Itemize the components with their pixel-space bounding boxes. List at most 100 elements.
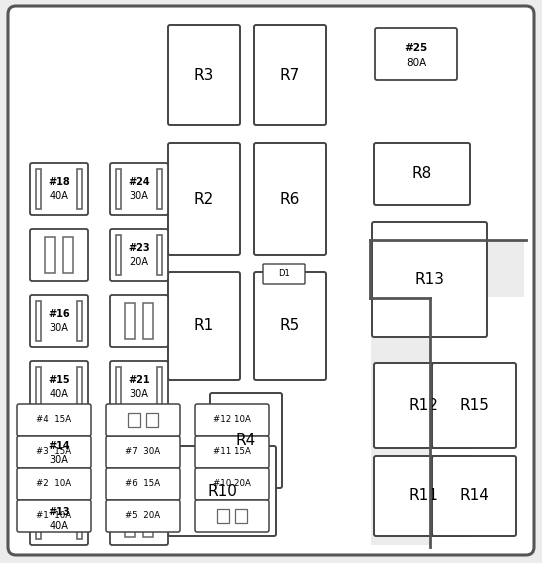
Text: 80A: 80A xyxy=(406,59,426,68)
FancyBboxPatch shape xyxy=(168,25,240,125)
FancyBboxPatch shape xyxy=(432,363,516,448)
Text: #15: #15 xyxy=(48,375,70,385)
Text: R13: R13 xyxy=(415,272,444,287)
FancyBboxPatch shape xyxy=(110,295,168,347)
Bar xyxy=(235,509,247,523)
Text: #16: #16 xyxy=(48,309,70,319)
Bar xyxy=(143,303,153,339)
FancyBboxPatch shape xyxy=(110,493,168,545)
Text: R2: R2 xyxy=(194,191,214,207)
Text: 40A: 40A xyxy=(49,191,68,201)
Bar xyxy=(77,499,82,539)
FancyBboxPatch shape xyxy=(30,163,88,215)
FancyBboxPatch shape xyxy=(110,229,168,281)
Text: #21: #21 xyxy=(128,375,150,385)
Bar xyxy=(143,501,153,537)
FancyBboxPatch shape xyxy=(30,295,88,347)
Bar xyxy=(128,413,140,427)
Text: R3: R3 xyxy=(194,68,214,83)
Text: #2  10A: #2 10A xyxy=(36,480,72,489)
Text: #4  15A: #4 15A xyxy=(36,415,72,425)
Text: #6  15A: #6 15A xyxy=(125,480,160,489)
Text: 20A: 20A xyxy=(130,257,149,267)
Bar xyxy=(143,435,153,471)
Text: #10 20A: #10 20A xyxy=(213,480,251,489)
FancyBboxPatch shape xyxy=(375,28,457,80)
Text: R6: R6 xyxy=(280,191,300,207)
FancyBboxPatch shape xyxy=(17,436,91,468)
Text: 40A: 40A xyxy=(49,389,68,399)
FancyBboxPatch shape xyxy=(17,468,91,500)
Text: #23: #23 xyxy=(128,243,150,253)
FancyBboxPatch shape xyxy=(110,163,168,215)
Text: R14: R14 xyxy=(459,489,489,503)
FancyBboxPatch shape xyxy=(263,264,305,284)
Bar xyxy=(157,367,162,407)
FancyBboxPatch shape xyxy=(195,404,269,436)
FancyBboxPatch shape xyxy=(432,456,516,536)
Text: R5: R5 xyxy=(280,319,300,333)
Bar xyxy=(116,367,121,407)
Text: 30A: 30A xyxy=(49,323,68,333)
Bar xyxy=(116,235,121,275)
FancyBboxPatch shape xyxy=(374,456,472,536)
FancyBboxPatch shape xyxy=(106,404,180,436)
Bar xyxy=(125,303,135,339)
Bar xyxy=(36,301,41,341)
FancyBboxPatch shape xyxy=(374,143,470,205)
FancyBboxPatch shape xyxy=(254,25,326,125)
Bar xyxy=(157,235,162,275)
FancyBboxPatch shape xyxy=(374,363,472,448)
FancyBboxPatch shape xyxy=(30,427,88,479)
FancyBboxPatch shape xyxy=(210,393,282,488)
FancyBboxPatch shape xyxy=(168,446,276,536)
Bar xyxy=(125,435,135,471)
FancyBboxPatch shape xyxy=(372,222,487,337)
Text: D1: D1 xyxy=(278,270,290,279)
Text: #24: #24 xyxy=(128,177,150,187)
FancyBboxPatch shape xyxy=(168,272,240,380)
Text: R12: R12 xyxy=(408,398,438,413)
Text: 40A: 40A xyxy=(49,521,68,531)
Text: R7: R7 xyxy=(280,68,300,83)
Text: R11: R11 xyxy=(408,489,438,503)
FancyBboxPatch shape xyxy=(30,229,88,281)
FancyBboxPatch shape xyxy=(195,436,269,468)
Bar xyxy=(77,367,82,407)
FancyBboxPatch shape xyxy=(17,404,91,436)
Bar xyxy=(36,499,41,539)
FancyBboxPatch shape xyxy=(17,500,91,532)
Text: 30A: 30A xyxy=(49,455,68,465)
FancyBboxPatch shape xyxy=(106,468,180,500)
Bar xyxy=(77,301,82,341)
FancyBboxPatch shape xyxy=(110,427,168,479)
FancyBboxPatch shape xyxy=(254,143,326,255)
Text: #7  30A: #7 30A xyxy=(125,448,160,457)
Polygon shape xyxy=(371,241,524,545)
Bar xyxy=(36,367,41,407)
Bar xyxy=(116,169,121,209)
Text: #3  15A: #3 15A xyxy=(36,448,72,457)
Text: R8: R8 xyxy=(412,167,432,181)
FancyBboxPatch shape xyxy=(195,468,269,500)
Text: #12 10A: #12 10A xyxy=(213,415,251,425)
Text: 30A: 30A xyxy=(130,191,149,201)
Text: 30A: 30A xyxy=(130,389,149,399)
FancyBboxPatch shape xyxy=(168,143,240,255)
Text: #5  20A: #5 20A xyxy=(125,512,160,521)
FancyBboxPatch shape xyxy=(106,436,180,468)
Text: R4: R4 xyxy=(236,433,256,448)
Text: #11 15A: #11 15A xyxy=(213,448,251,457)
FancyBboxPatch shape xyxy=(195,500,269,532)
Bar xyxy=(125,501,135,537)
FancyBboxPatch shape xyxy=(106,500,180,532)
Bar xyxy=(217,509,229,523)
Text: #14: #14 xyxy=(48,441,70,451)
Bar xyxy=(146,413,158,427)
FancyBboxPatch shape xyxy=(30,493,88,545)
Text: #25: #25 xyxy=(404,43,428,53)
Bar xyxy=(157,169,162,209)
Bar xyxy=(45,237,55,273)
Text: #1  10A: #1 10A xyxy=(36,512,72,521)
Text: R10: R10 xyxy=(207,484,237,498)
